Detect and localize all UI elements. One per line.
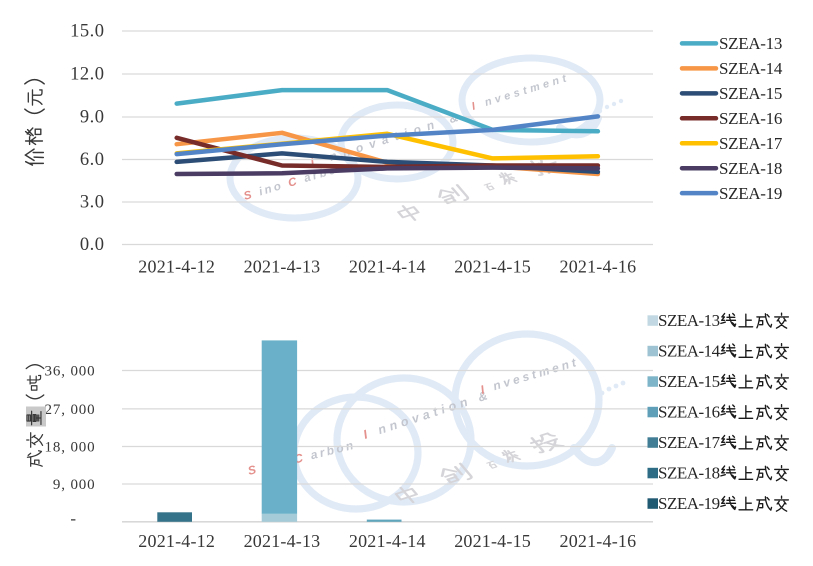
svg-text:9, 000: 9, 000 (53, 477, 96, 493)
svg-text:0.0: 0.0 (80, 235, 105, 255)
svg-text:2021-4-12: 2021-4-12 (138, 531, 215, 551)
svg-text:2021-4-16: 2021-4-16 (560, 531, 637, 551)
svg-text:SZEA-15: SZEA-15 (719, 84, 782, 103)
svg-text:-: - (70, 509, 76, 528)
svg-text:15.0: 15.0 (70, 22, 104, 42)
svg-text:SZEA-14: SZEA-14 (719, 59, 783, 78)
svg-text:2021-4-14: 2021-4-14 (349, 531, 426, 551)
svg-text:2021-4-13: 2021-4-13 (244, 256, 321, 276)
svg-text:SZEA-19: SZEA-19 (719, 184, 782, 203)
svg-text:3.0: 3.0 (80, 193, 105, 213)
svg-text:SZEA-19: SZEA-19 (658, 494, 720, 513)
svg-text:SZEA-13: SZEA-13 (719, 34, 782, 53)
svg-text:SZEA-16: SZEA-16 (719, 109, 782, 128)
svg-text:SZEA-16: SZEA-16 (658, 403, 720, 422)
svg-text:2021-4-15: 2021-4-15 (454, 256, 531, 276)
svg-text:27, 000: 27, 000 (45, 402, 96, 418)
svg-text:SZEA-17: SZEA-17 (719, 134, 783, 153)
svg-text:12.0: 12.0 (70, 65, 104, 85)
svg-text:SZEA-15: SZEA-15 (658, 372, 720, 391)
svg-text:SZEA-18: SZEA-18 (719, 159, 782, 178)
svg-text:9.0: 9.0 (80, 108, 105, 128)
svg-text:18, 000: 18, 000 (45, 440, 96, 456)
svg-text:SZEA-13: SZEA-13 (658, 311, 720, 330)
svg-text:2021-4-13: 2021-4-13 (244, 531, 321, 551)
svg-text:2021-4-14: 2021-4-14 (349, 256, 426, 276)
svg-text:SZEA-18: SZEA-18 (658, 464, 720, 483)
svg-text:SZEA-17: SZEA-17 (658, 433, 721, 452)
svg-text:6.0: 6.0 (80, 150, 105, 170)
svg-text:2021-4-12: 2021-4-12 (138, 256, 215, 276)
svg-text:2021-4-16: 2021-4-16 (560, 256, 637, 276)
svg-text:36, 000: 36, 000 (45, 364, 96, 380)
svg-text:SZEA-14: SZEA-14 (658, 342, 721, 361)
svg-text:2021-4-15: 2021-4-15 (454, 531, 531, 551)
